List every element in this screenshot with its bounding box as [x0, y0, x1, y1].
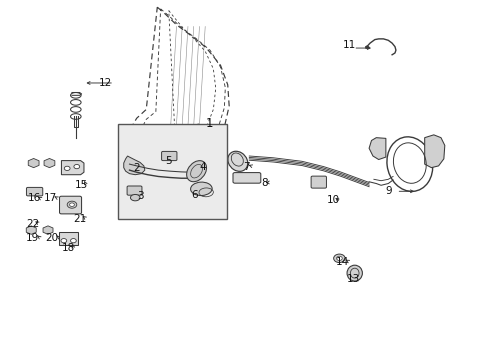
Circle shape: [336, 256, 342, 260]
Text: 16: 16: [27, 193, 41, 203]
Ellipse shape: [346, 265, 362, 281]
Text: 22: 22: [26, 219, 39, 229]
Circle shape: [365, 46, 368, 49]
FancyBboxPatch shape: [127, 186, 142, 195]
Circle shape: [67, 201, 77, 208]
Circle shape: [74, 165, 80, 169]
Text: 10: 10: [326, 195, 339, 205]
Polygon shape: [61, 161, 84, 175]
Polygon shape: [44, 158, 55, 168]
Text: 21: 21: [73, 214, 86, 224]
FancyBboxPatch shape: [26, 188, 42, 196]
Text: 15: 15: [74, 180, 87, 190]
Ellipse shape: [130, 194, 140, 201]
Text: 3: 3: [137, 191, 144, 201]
Text: 11: 11: [343, 40, 356, 50]
Text: 19: 19: [26, 233, 39, 243]
FancyBboxPatch shape: [59, 231, 78, 245]
Circle shape: [64, 166, 70, 171]
Text: 6: 6: [190, 190, 197, 200]
Polygon shape: [123, 156, 144, 175]
Text: 12: 12: [99, 78, 112, 88]
Circle shape: [70, 239, 76, 243]
Polygon shape: [43, 226, 53, 234]
Text: 1: 1: [205, 117, 212, 130]
Text: 18: 18: [61, 243, 75, 253]
FancyBboxPatch shape: [161, 152, 177, 161]
Text: 4: 4: [200, 162, 206, 172]
Text: 14: 14: [335, 257, 348, 267]
Text: 2: 2: [133, 163, 140, 173]
Text: 7: 7: [243, 162, 249, 172]
Circle shape: [69, 203, 74, 207]
Text: 8: 8: [260, 178, 267, 188]
FancyBboxPatch shape: [310, 176, 326, 188]
Polygon shape: [424, 135, 444, 168]
FancyBboxPatch shape: [118, 124, 227, 219]
FancyBboxPatch shape: [60, 196, 81, 214]
Circle shape: [333, 254, 345, 262]
Ellipse shape: [186, 161, 206, 182]
Circle shape: [61, 239, 66, 243]
Text: 5: 5: [165, 156, 172, 166]
Ellipse shape: [227, 151, 247, 171]
FancyBboxPatch shape: [232, 172, 260, 183]
Polygon shape: [26, 226, 36, 234]
Text: 17: 17: [44, 193, 57, 203]
Text: 20: 20: [45, 233, 59, 243]
Polygon shape: [28, 158, 39, 168]
Ellipse shape: [190, 182, 212, 195]
Polygon shape: [368, 138, 385, 159]
Text: 13: 13: [346, 274, 360, 284]
Text: 9: 9: [384, 186, 391, 196]
